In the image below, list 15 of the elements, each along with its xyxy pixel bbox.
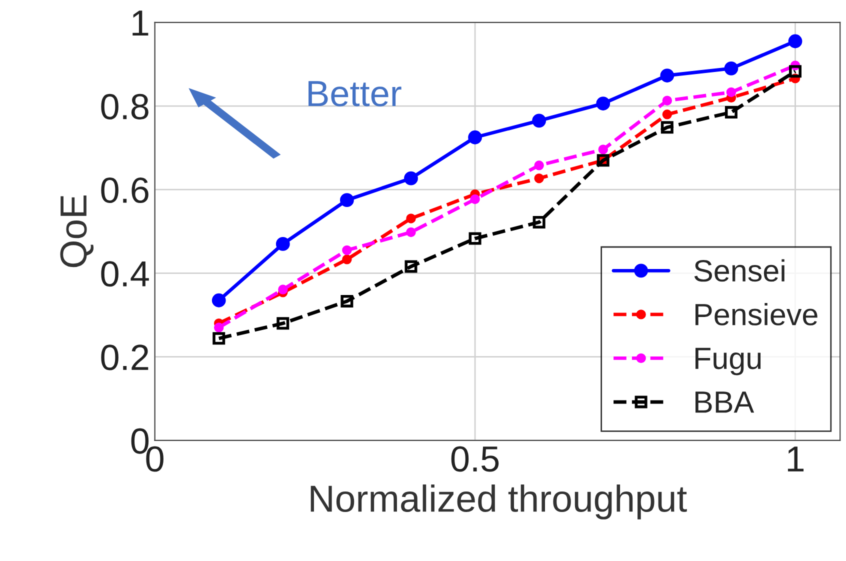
legend-label: Fugu	[696, 348, 761, 376]
y-tick-label: 0.4	[101, 261, 149, 287]
annotation: Better	[308, 81, 402, 106]
y-tick-label: 1	[132, 10, 148, 36]
y-tick-label: 0.6	[101, 177, 148, 204]
x-tick-label: 1	[788, 446, 804, 472]
y-tick-label: 0.8	[101, 94, 148, 120]
legend-label: Sensei	[694, 259, 784, 282]
x-tick-label: 0.5	[451, 446, 499, 472]
y-tick-label: 0	[131, 428, 149, 454]
y-axis-title: QoE	[60, 196, 94, 268]
legend-label: BBA	[696, 392, 754, 413]
y-tick-label: 0.2	[101, 344, 148, 370]
legend-label: Pensieve	[696, 302, 818, 326]
x-axis-title: Normalized throughput	[310, 484, 687, 520]
